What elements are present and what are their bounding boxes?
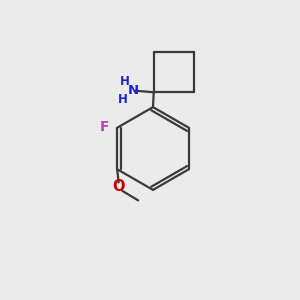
- Text: N: N: [128, 84, 139, 97]
- Text: H: H: [118, 93, 128, 106]
- Text: F: F: [100, 120, 109, 134]
- Text: O: O: [112, 179, 125, 194]
- Text: H: H: [120, 75, 130, 88]
